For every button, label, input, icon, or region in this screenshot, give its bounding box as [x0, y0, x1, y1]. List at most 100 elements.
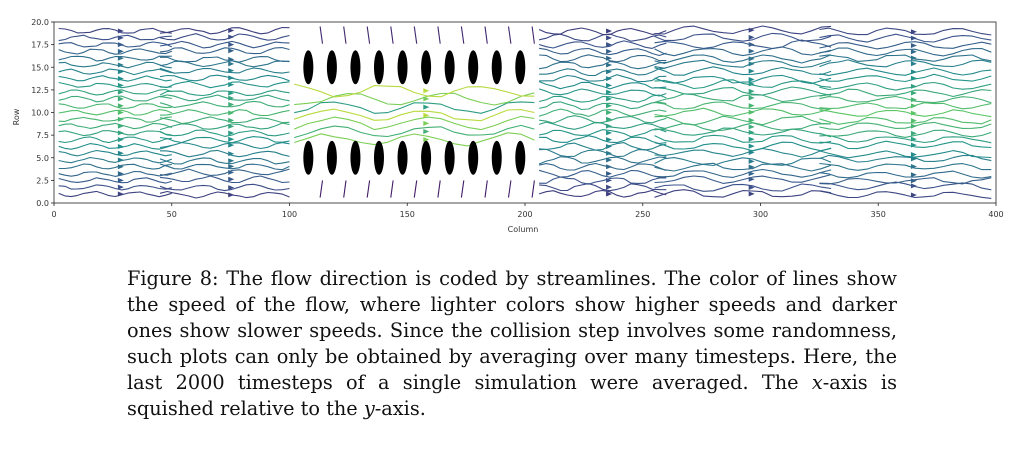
streamline-arrow: [228, 28, 235, 34]
streamline-arrow: [117, 137, 124, 143]
streamline-arrow: [117, 184, 124, 190]
streamline: [58, 116, 172, 123]
streamline: [819, 134, 992, 144]
streamline-arrow: [606, 123, 613, 129]
streamline-arrow: [910, 35, 917, 41]
streamline-arrow: [423, 104, 430, 110]
streamline-arrow: [748, 56, 755, 62]
obstacle-ellipse: [421, 140, 432, 175]
obstacle-layer: [303, 50, 526, 175]
streamline-arrow: [117, 48, 124, 54]
y-tick-label: 5.0: [36, 154, 49, 163]
obstacle-ellipse: [326, 50, 337, 85]
streamline: [159, 168, 290, 176]
streamline: [539, 47, 667, 57]
streamline-arrow: [910, 172, 917, 178]
streamline-arrow: [606, 137, 613, 143]
streamline: [507, 26, 512, 44]
streamplot-chart: 0 50 100 150 200 250 300 350 400 0.0 2.5 5.0 7.5 10.…: [12, 18, 1004, 234]
streamline: [538, 128, 667, 138]
streamline: [819, 121, 992, 131]
streamline-arrow: [910, 83, 917, 89]
streamline-arrow: [228, 158, 235, 164]
caption-text-1: The flow direction is coded by streamlin…: [127, 267, 897, 394]
streamline: [58, 48, 172, 55]
streamline-arrow: [910, 61, 917, 67]
streamline: [538, 33, 667, 42]
streamline: [539, 183, 667, 192]
streamline: [654, 39, 832, 50]
streamline: [58, 55, 172, 62]
streamline-arrow: [423, 120, 430, 126]
streamline-arrow: [228, 136, 235, 142]
streamline: [58, 136, 172, 144]
streamline-arrow: [748, 143, 755, 149]
streamline: [159, 33, 290, 41]
streamline: [819, 88, 992, 98]
streamline: [654, 79, 832, 90]
streamline-arrow: [748, 81, 755, 87]
obstacle-ellipse: [468, 50, 479, 85]
x-tick-label: 250: [635, 210, 650, 219]
streamline: [159, 129, 290, 137]
caption-x-variable: x: [811, 371, 823, 394]
streamline: [538, 189, 667, 198]
streamline: [654, 157, 832, 167]
streamline: [58, 170, 172, 177]
streamline: [819, 162, 992, 171]
streamline: [159, 190, 290, 199]
streamline: [819, 154, 992, 163]
streamline-arrow: [748, 184, 755, 190]
obstacle-ellipse: [303, 140, 314, 175]
streamline: [484, 26, 488, 44]
streamline-arrow: [606, 171, 613, 177]
streamline-arrow: [910, 130, 917, 136]
streamline: [654, 189, 832, 198]
plot-frame: [53, 21, 997, 204]
streamline: [654, 101, 832, 110]
streamline-arrow: [606, 89, 613, 95]
streamline-arrow: [910, 97, 917, 103]
streamline: [654, 127, 832, 138]
y-tick-label: 0.0: [36, 199, 49, 208]
streamline: [319, 26, 324, 44]
caption-y-variable: y: [363, 397, 375, 420]
streamline: [539, 54, 667, 63]
streamline: [58, 184, 172, 191]
streamline-arrow: [228, 34, 235, 40]
streamline: [294, 92, 535, 106]
streamline-arrow: [228, 117, 235, 123]
streamline-arrow: [748, 124, 755, 130]
streamline-arrow: [423, 129, 430, 135]
streamline-arrow: [423, 137, 430, 143]
streamline: [819, 116, 992, 125]
streamline-arrow: [117, 62, 124, 68]
streamline-arrow: [910, 49, 917, 55]
streamline-arrow: [910, 110, 917, 116]
figure-caption: Figure 8: The flow direction is coded by…: [127, 266, 897, 422]
y-tick-label: 10.0: [31, 109, 49, 118]
streamline: [159, 89, 290, 97]
obstacle-ellipse: [303, 50, 314, 85]
streamline-arrow: [748, 41, 755, 47]
streamline-arrow: [748, 103, 755, 109]
streamline-arrow: [748, 129, 755, 135]
streamline: [58, 177, 172, 184]
streamline: [159, 80, 290, 89]
streamline: [654, 86, 832, 96]
streamline: [654, 54, 832, 64]
streamline: [819, 177, 992, 185]
streamline-arrow: [228, 151, 235, 157]
streamline: [654, 147, 832, 158]
streamline: [654, 93, 832, 103]
streamline: [654, 174, 832, 184]
streamline-arrow: [606, 96, 613, 102]
streamline: [654, 168, 832, 178]
streamline: [58, 143, 172, 150]
streamline-arrow: [910, 90, 917, 96]
streamline-arrow: [228, 56, 235, 62]
streamline: [819, 129, 992, 138]
x-tick-label: 350: [871, 210, 886, 219]
streamline-arrow: [910, 29, 917, 35]
streamline-arrow: [748, 191, 755, 197]
